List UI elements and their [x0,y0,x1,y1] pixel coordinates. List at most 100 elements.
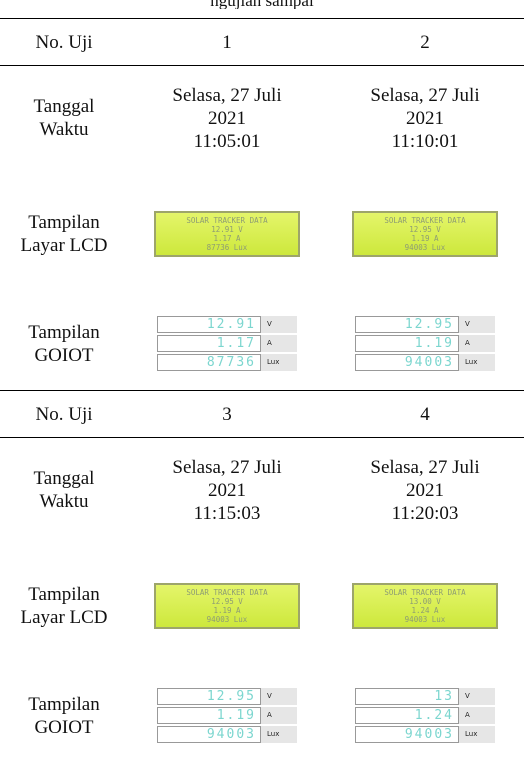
lcd-line: 1.24 A [411,606,439,615]
date: Selasa, 27 Juli 2021 [370,456,480,501]
date-row: Tanggal Waktu Selasa, 27 Juli 2021 11:05:0… [0,66,524,171]
row-label-cell: Tampilan GOIOT [0,298,128,391]
header-row: No. Uji 1 2 [0,18,524,66]
lcd-cell: SOLAR TRACKER DATA 13.00 V 1.24 A 94003 Lux [326,542,524,670]
header-label: No. Uji [0,18,128,66]
goiot-row-box: 1.19 A [355,334,495,352]
caption: ngujian sampai [0,0,524,9]
row-label-cell: Tanggal Waktu [0,438,128,543]
lcd-line: 1.19 A [213,606,241,615]
goiot-panel: 13 V 1.24 A 94003 Lux [355,687,495,745]
lcd-cell: SOLAR TRACKER DATA 12.91 V 1.17 A 87736 Lux [128,170,326,298]
goiot-row-box: 1.17 A [157,334,297,352]
goiot-row-box: 94003 Lux [355,725,495,743]
goiot-unit: Lux [261,725,297,743]
goiot-row-box: 94003 Lux [355,353,495,371]
lcd-row: Tampilan Layar LCD SOLAR TRACKER DATA 12.9… [0,170,524,298]
time: 11:20:03 [391,502,459,524]
goiot-cell: 12.95 V 1.19 A 94003 Lux [326,298,524,391]
goiot-row-box: 94003 Lux [157,725,297,743]
goiot-value: 12.95 [157,687,261,705]
goiot-value: 12.91 [157,315,261,333]
test-number: 3 [128,390,326,438]
goiot-row-box: 12.91 V [157,315,297,333]
lcd-line: 1.17 A [213,234,241,243]
goiot-row-box: 1.19 A [157,706,297,724]
row-label: Tampilan Layar LCD [20,584,108,628]
lcd-line: 12.95 V [211,597,243,606]
goiot-panel: 12.95 V 1.19 A 94003 Lux [355,315,495,373]
goiot-value: 1.19 [355,334,459,352]
row-label-cell: Tampilan Layar LCD [0,170,128,298]
goiot-unit: Lux [261,353,297,371]
goiot-unit: V [261,687,297,705]
row-label-cell: Tampilan Layar LCD [0,542,128,670]
goiot-unit: A [261,334,297,352]
lcd-row: Tampilan Layar LCD SOLAR TRACKER DATA 12.9… [0,542,524,670]
date-cell: Selasa, 27 Juli 2021 11:10:01 [326,66,524,171]
goiot-value: 87736 [157,353,261,371]
goiot-unit: V [459,315,495,333]
goiot-value: 94003 [157,725,261,743]
goiot-value: 13 [355,687,459,705]
goiot-panel: 12.95 V 1.19 A 94003 Lux [157,687,297,745]
goiot-row-box: 87736 Lux [157,353,297,371]
goiot-value: 1.17 [157,334,261,352]
goiot-unit: Lux [459,353,495,371]
goiot-row: Tampilan GOIOT 12.95 V 1.19 A 94003 Lux 13 V 1.24… [0,670,524,762]
goiot-panel: 12.91 V 1.17 A 87736 Lux [157,315,297,373]
lcd-line: 12.91 V [211,225,243,234]
goiot-unit: A [459,334,495,352]
row-label-cell: Tanggal Waktu [0,66,128,171]
row-label: Tampilan GOIOT [28,322,100,366]
lcd-cell: SOLAR TRACKER DATA 12.95 V 1.19 A 94003 Lux [326,170,524,298]
time: 11:10:01 [391,130,459,152]
time: 11:05:01 [193,130,261,152]
goiot-row-box: 13 V [355,687,495,705]
lcd-line: SOLAR TRACKER DATA [384,216,466,225]
row-label: Tampilan GOIOT [28,694,100,738]
lcd-display: SOLAR TRACKER DATA 12.95 V 1.19 A 94003 Lux [154,583,300,629]
goiot-row-box: 12.95 V [157,687,297,705]
goiot-unit: A [261,706,297,724]
goiot-cell: 13 V 1.24 A 94003 Lux [326,670,524,762]
lcd-line: 1.19 A [411,234,439,243]
row-label-cell: Tampilan GOIOT [0,670,128,762]
goiot-value: 12.95 [355,315,459,333]
goiot-row-box: 12.95 V [355,315,495,333]
row-label: Tanggal Waktu [33,468,95,512]
date: Selasa, 27 Juli 2021 [172,456,282,501]
goiot-value: 1.19 [157,706,261,724]
goiot-value: 1.24 [355,706,459,724]
goiot-unit: V [261,315,297,333]
goiot-value: 94003 [355,725,459,743]
date-cell: Selasa, 27 Juli 2021 11:05:01 [128,66,326,171]
lcd-cell: SOLAR TRACKER DATA 12.95 V 1.19 A 94003 Lux [128,542,326,670]
date-cell: Selasa, 27 Juli 2021 11:20:03 [326,438,524,543]
test-number: 1 [128,18,326,66]
goiot-cell: 12.95 V 1.19 A 94003 Lux [128,670,326,762]
row-label: Tampilan Layar LCD [20,212,108,256]
test-number: 2 [326,18,524,66]
lcd-line: 12.95 V [409,225,441,234]
goiot-unit: A [459,706,495,724]
lcd-line: 94003 Lux [404,615,446,624]
date: Selasa, 27 Juli 2021 [370,84,480,129]
date-row: Tanggal Waktu Selasa, 27 Juli 2021 11:15:0… [0,438,524,543]
date: Selasa, 27 Juli 2021 [172,84,282,129]
lcd-line: SOLAR TRACKER DATA [384,588,466,597]
header-row: No. Uji 3 4 [0,390,524,438]
lcd-display: SOLAR TRACKER DATA 12.95 V 1.19 A 94003 Lux [352,211,498,257]
date-cell: Selasa, 27 Juli 2021 11:15:03 [128,438,326,543]
header-label: No. Uji [0,390,128,438]
goiot-row: Tampilan GOIOT 12.91 V 1.17 A 87736 Lux 12.95 V 1… [0,298,524,391]
lcd-line: 13.00 V [409,597,441,606]
time: 11:15:03 [193,502,261,524]
lcd-line: 94003 Lux [404,243,446,252]
test-number: 4 [326,390,524,438]
lcd-display: SOLAR TRACKER DATA 12.91 V 1.17 A 87736 Lux [154,211,300,257]
goiot-unit: V [459,687,495,705]
goiot-value: 94003 [355,353,459,371]
goiot-cell: 12.91 V 1.17 A 87736 Lux [128,298,326,391]
